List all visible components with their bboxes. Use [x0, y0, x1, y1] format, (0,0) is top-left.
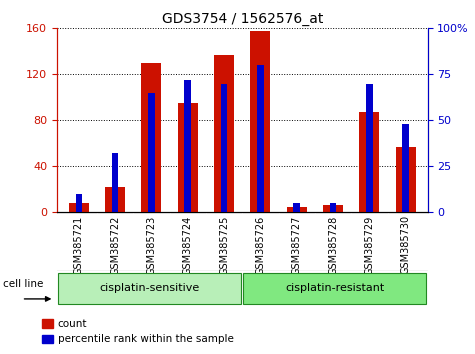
Bar	[105, 187, 125, 212]
Bar	[214, 55, 234, 212]
Bar	[323, 205, 343, 212]
Text: cisplatin-sensitive: cisplatin-sensitive	[99, 283, 200, 293]
Text: cell line: cell line	[3, 279, 44, 290]
Bar	[360, 112, 380, 212]
Text: GSM385729: GSM385729	[364, 215, 374, 275]
Bar	[243, 273, 427, 304]
Bar	[58, 273, 241, 304]
Bar	[294, 203, 300, 212]
Text: GSM385728: GSM385728	[328, 215, 338, 275]
Text: GSM385724: GSM385724	[183, 215, 193, 275]
Bar	[69, 203, 89, 212]
Text: GSM385721: GSM385721	[74, 215, 84, 275]
Bar	[402, 124, 409, 212]
Bar	[142, 63, 162, 212]
Text: GSM385727: GSM385727	[292, 215, 302, 275]
Bar	[257, 65, 264, 212]
Text: GSM385722: GSM385722	[110, 215, 120, 275]
Bar	[287, 207, 307, 212]
Bar	[76, 194, 82, 212]
Bar	[396, 147, 416, 212]
Text: cisplatin-resistant: cisplatin-resistant	[285, 283, 384, 293]
Title: GDS3754 / 1562576_at: GDS3754 / 1562576_at	[162, 12, 323, 26]
Bar	[184, 80, 191, 212]
Bar	[112, 154, 118, 212]
Bar	[330, 203, 336, 212]
Text: GSM385730: GSM385730	[401, 215, 411, 274]
Legend: count, percentile rank within the sample: count, percentile rank within the sample	[38, 315, 238, 349]
Bar	[250, 31, 270, 212]
Bar	[366, 84, 373, 212]
Bar	[221, 84, 228, 212]
Text: GSM385726: GSM385726	[256, 215, 266, 275]
Text: GSM385725: GSM385725	[219, 215, 229, 275]
Bar	[148, 93, 155, 212]
Bar	[178, 103, 198, 212]
Text: GSM385723: GSM385723	[146, 215, 156, 275]
